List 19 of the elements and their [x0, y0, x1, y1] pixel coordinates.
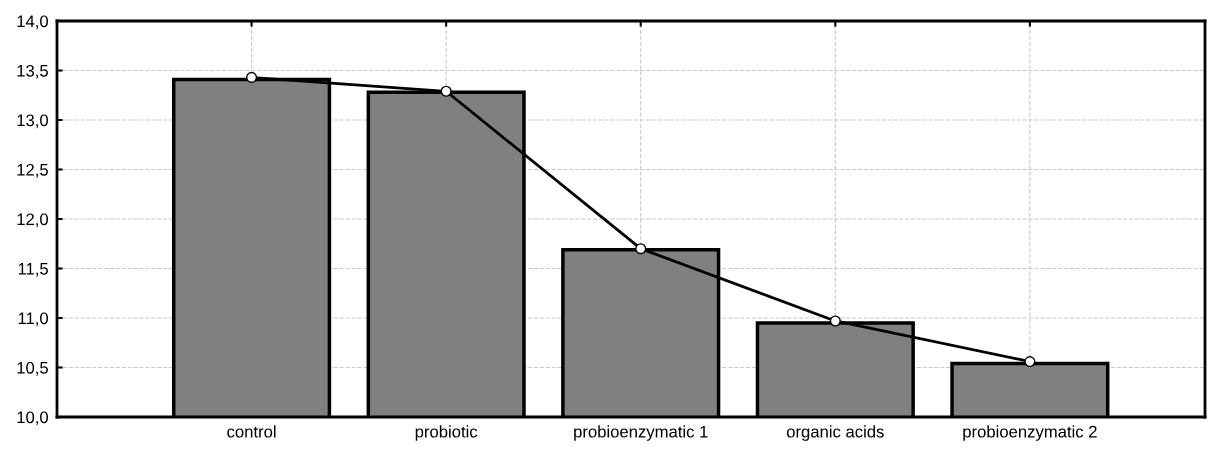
x-tick-label: probioenzymatic 1 — [574, 425, 708, 441]
point — [440, 85, 452, 97]
point — [246, 71, 258, 83]
x-tick-label: organic acids — [786, 425, 884, 441]
point — [829, 315, 841, 327]
y-tick-label: 13,0 — [17, 114, 49, 129]
y-tick-label: 12,5 — [17, 163, 48, 178]
point — [635, 243, 647, 255]
y-tick-label: 11,5 — [18, 263, 48, 277]
x-tick-label: control — [227, 425, 276, 438]
y-tick-label: 12,0 — [17, 213, 49, 228]
y-tick-label: 14,0 — [17, 15, 49, 30]
x-tick-label: probioenzymatic 2 — [963, 425, 1097, 441]
x-tick-label: probiotic — [415, 425, 478, 441]
y-tick-label: 10,0 — [17, 411, 49, 426]
y-tick-label: 13,5 — [17, 64, 48, 79]
point — [1024, 356, 1036, 368]
y-tick-label: 11,0 — [18, 312, 49, 327]
y-tick-label: 10,5 — [17, 361, 48, 376]
